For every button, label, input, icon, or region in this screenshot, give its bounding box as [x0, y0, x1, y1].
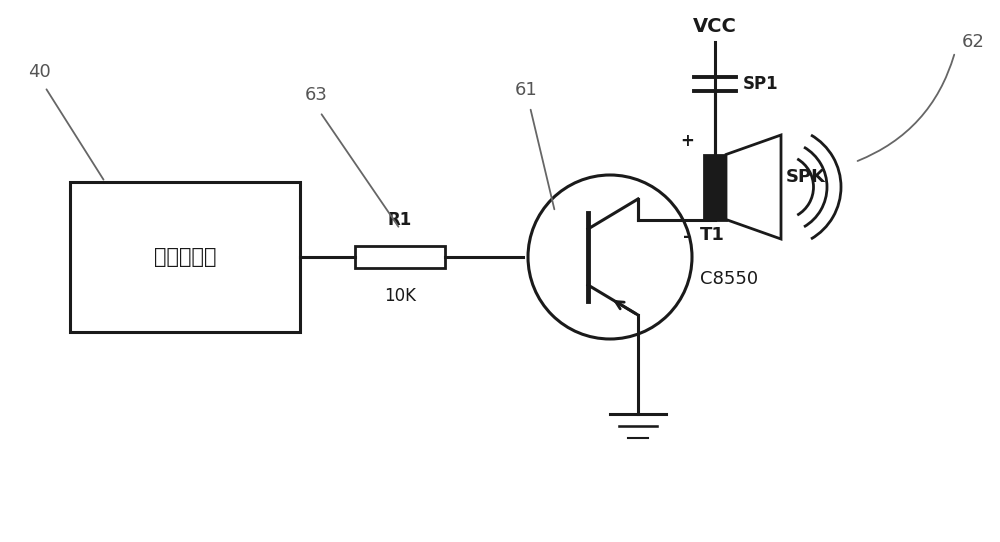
Text: 62: 62 [962, 33, 985, 51]
Text: SP1: SP1 [743, 75, 779, 93]
Text: VCC: VCC [693, 17, 737, 36]
Bar [70, 182, 300, 332]
Text: -: - [683, 228, 691, 246]
Text: 10K: 10K [384, 287, 416, 305]
Text: R1: R1 [388, 211, 412, 229]
Bar [355, 246, 445, 268]
Text: 40: 40 [28, 63, 51, 81]
Text: C8550: C8550 [700, 270, 758, 288]
Text: +: + [680, 132, 694, 150]
Text: 61: 61 [515, 81, 538, 99]
Bar [704, 154, 726, 220]
Text: T1: T1 [700, 226, 725, 244]
Polygon shape [726, 135, 781, 239]
Text: 63: 63 [305, 86, 328, 104]
Text: SPK: SPK [786, 168, 826, 186]
Circle shape [528, 175, 692, 339]
Text: 第二单片机: 第二单片机 [154, 247, 216, 267]
